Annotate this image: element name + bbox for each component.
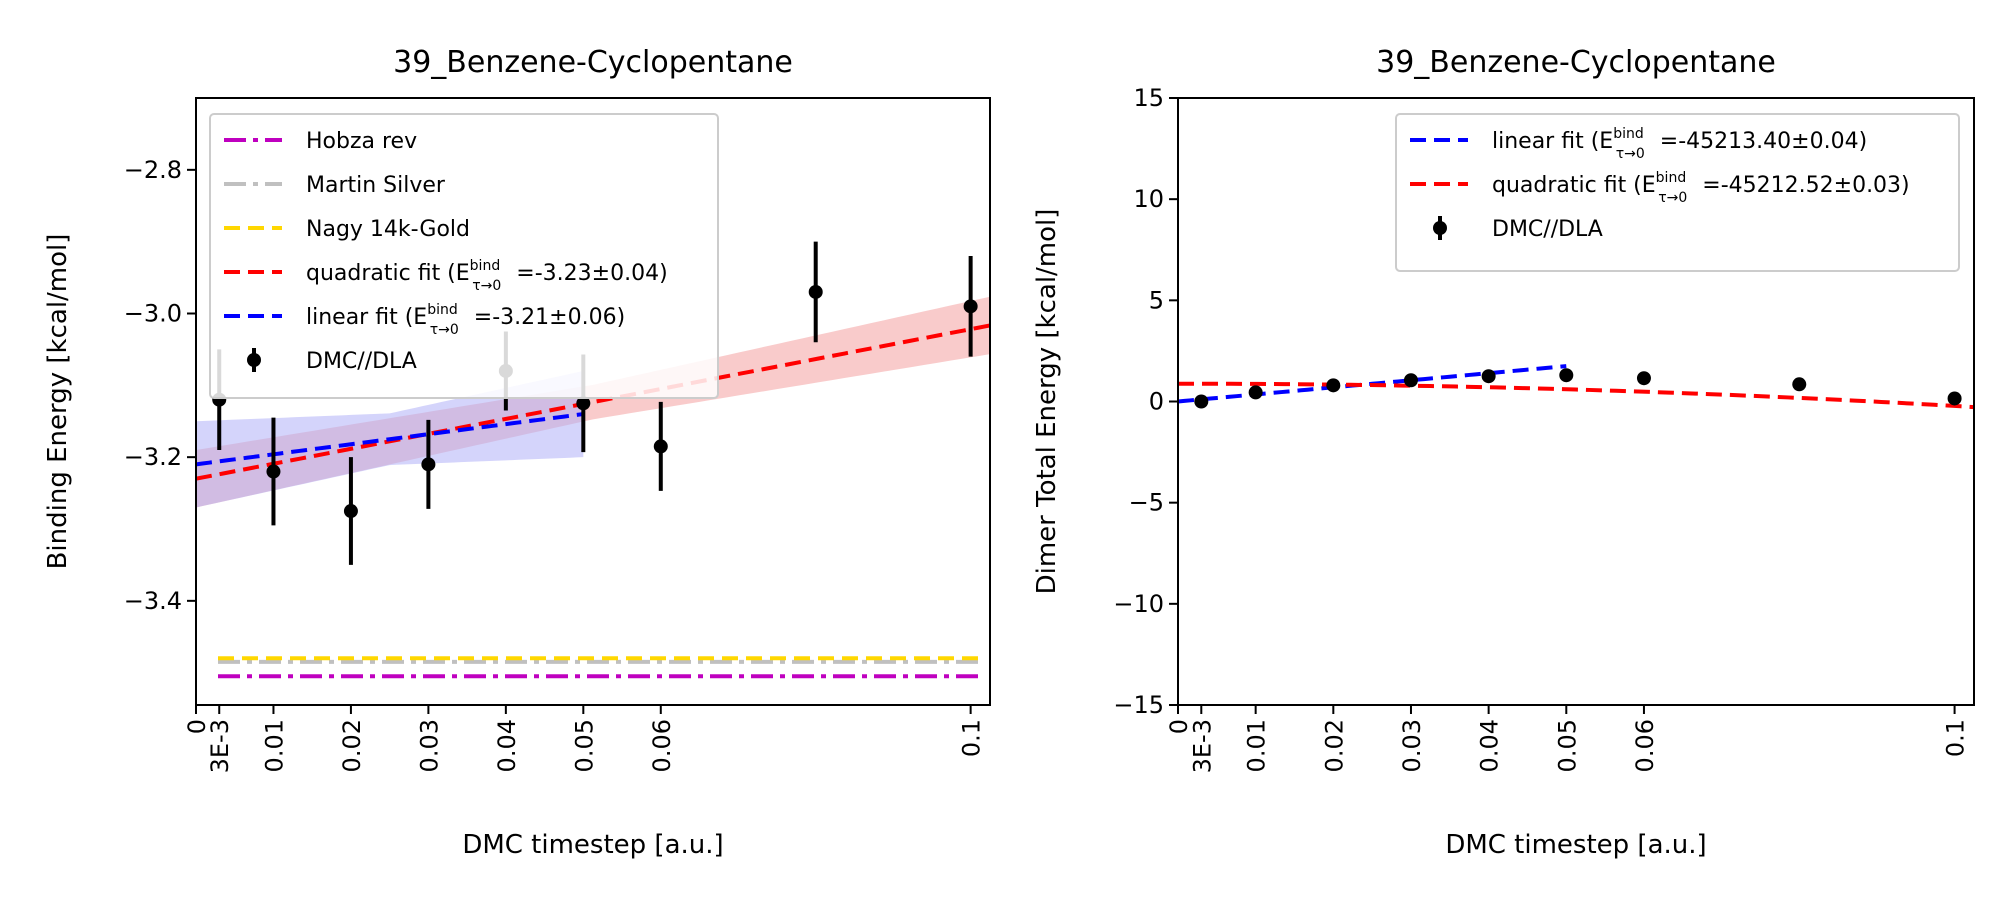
axes-frame (195, 97, 991, 706)
data-point (421, 457, 436, 472)
x-axis-label: DMC timestep [a.u.] (1445, 830, 1706, 860)
data-point (963, 299, 978, 314)
fit-line-2 (196, 412, 584, 467)
x-tick-label: 0 (1165, 719, 1193, 734)
data-point (808, 284, 823, 299)
legend-label: linear fit (Ebind τ→0 =-3.21±0.06) (306, 302, 625, 338)
plot-area (196, 296, 990, 679)
legend-label: quadratic fit (Ebind τ→0 =-3.23±0.04) (306, 258, 668, 294)
x-tick-label: 0.1 (958, 719, 986, 757)
data-point (653, 439, 668, 454)
data-point (1947, 391, 1962, 406)
legend: Hobza rev Martin Silver Nagy 14k-Gold quadr… (209, 113, 719, 399)
data-point (1248, 385, 1263, 400)
y-tick-label: −3.4 (124, 587, 182, 615)
legend: linear fit (Ebind τ→0 =-45213.40±0.04) qua… (1395, 113, 1960, 272)
y-tick-label: −10 (1113, 590, 1164, 618)
x-tick-label: 0 (183, 719, 211, 734)
data-point (1559, 368, 1574, 383)
legend-label: quadratic fit (Ebind τ→0 =-45212.52±0.03) (1492, 170, 1910, 206)
x-tick-label: 0.04 (1476, 719, 1504, 772)
x-tick-label: 0.01 (260, 719, 288, 772)
x-tick-label: 0.02 (1320, 719, 1348, 772)
x-tick-label: 0.06 (648, 719, 676, 772)
x-tick-label: 0.01 (1243, 719, 1271, 772)
data-point (576, 396, 591, 411)
y-tick-label: 5 (1149, 286, 1164, 314)
x-tick-label: 0.04 (493, 719, 521, 772)
y-tick-label: 15 (1133, 84, 1164, 112)
legend-box (209, 113, 719, 399)
legend-marker-point (1433, 221, 1447, 235)
x-tick-label: 3E-3 (206, 719, 234, 773)
data-point (1636, 371, 1651, 386)
data-point (1194, 394, 1209, 409)
chart-title: 39_Benzene-Cyclopentane (393, 45, 793, 80)
y-tick-label: −5 (1129, 489, 1164, 517)
data-point (1326, 378, 1341, 393)
y-axis-label: Dimer Total Energy [kcal/mol] (1032, 209, 1062, 595)
y-axis-label: Binding Energy [kcal/mol] (43, 234, 73, 570)
legend-box (1395, 113, 1960, 272)
legend-label: Nagy 14k-Gold (306, 217, 470, 242)
y-tick-label: 10 (1133, 185, 1164, 213)
y-tick-label: −3.0 (124, 300, 182, 328)
data-point (1792, 377, 1807, 392)
x-tick-label: 3E-3 (1188, 719, 1216, 773)
chart-panel-1: 39_Benzene-Cyclopentane 03E-3 0.01 0.02 0.03… (43, 45, 991, 860)
x-tick-label: 0.03 (1398, 719, 1426, 772)
x-tick-label: 0.05 (1553, 719, 1581, 772)
x-tick-label: 0.03 (415, 719, 443, 772)
data-point (343, 504, 358, 519)
data-point (1481, 369, 1496, 384)
fit-line-2 (1178, 381, 1974, 410)
legend-label: DMC//DLA (1492, 217, 1603, 242)
y-tick-label: −3.2 (124, 443, 182, 471)
y-tick-label: 0 (1149, 388, 1164, 416)
y-tick-label: −15 (1113, 691, 1164, 719)
data-point (1403, 373, 1418, 388)
fit-line-1 (196, 323, 990, 481)
legend-label: linear fit (Ebind τ→0 =-45213.40±0.04) (1492, 126, 1867, 162)
chart-title: 39_Benzene-Cyclopentane (1376, 45, 1776, 80)
x-tick-label: 0.1 (1942, 719, 1970, 757)
x-tick-label: 0.02 (338, 719, 366, 772)
y-tick-label: −2.8 (124, 156, 182, 184)
legend-label: Martin Silver (306, 173, 446, 198)
legend-marker-point (247, 353, 261, 367)
x-tick-label: 0.06 (1631, 719, 1659, 772)
plot-area (1178, 364, 1974, 410)
legend-label: DMC//DLA (306, 349, 417, 374)
x-axis-label: DMC timestep [a.u.] (462, 830, 723, 860)
x-tick-label: 0.05 (570, 719, 598, 772)
legend-label: Hobza rev (306, 129, 417, 154)
data-point (266, 464, 281, 479)
